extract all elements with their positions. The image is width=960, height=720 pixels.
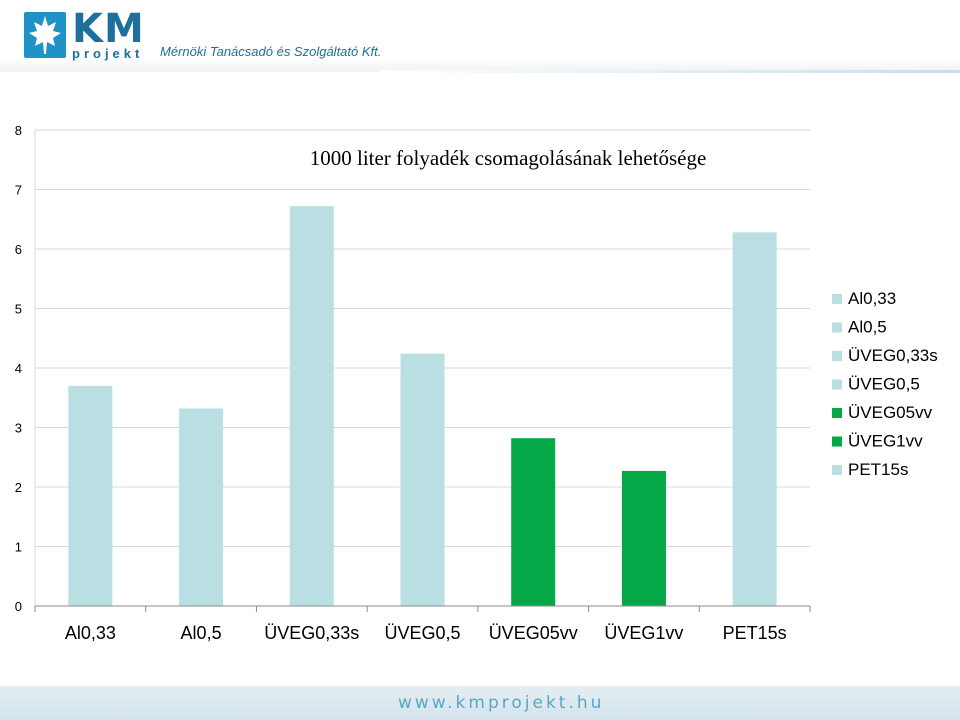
bar <box>400 353 445 606</box>
x-tick-label: Al0,33 <box>65 623 116 643</box>
footer-url: www.kmprojekt.hu <box>398 693 605 713</box>
legend-label: ÜVEG0,5 <box>848 375 920 394</box>
legend-swatch <box>832 379 842 390</box>
y-tick-label: 1 <box>15 540 22 555</box>
company-logo-subtext: projekt <box>72 46 144 61</box>
bar <box>732 232 777 606</box>
legend-label: PET15s <box>848 460 908 479</box>
y-tick-label: 8 <box>15 123 22 138</box>
x-axis <box>34 605 811 612</box>
company-tagline: Mérnöki Tanácsadó és Szolgáltató Kft. <box>160 44 382 59</box>
legend-label: ÜVEG0,33s <box>848 346 938 365</box>
y-tick-label: 0 <box>15 599 22 614</box>
y-tick-label: 7 <box>15 183 22 198</box>
x-tick-label: ÜVEG1vv <box>604 623 683 643</box>
legend-swatch <box>832 465 842 475</box>
company-logo-text: KM <box>72 6 145 52</box>
chart-title: 1000 liter folyadék csomagolásának lehet… <box>310 146 707 170</box>
legend-swatch <box>832 294 842 304</box>
y-tick-label: 4 <box>15 361 22 376</box>
legend-swatch <box>832 322 842 333</box>
x-tick-label: ÜVEG05vv <box>489 623 578 643</box>
bars <box>68 206 777 606</box>
legend: Al0,33 Al0,5 ÜVEG0,33s ÜVEG0,5 ÜVEG05vv ÜVEG1… <box>832 289 938 479</box>
header-banner: KM projekt Mérnöki Tanácsadó és Szolgált… <box>0 0 960 73</box>
bar <box>179 408 224 606</box>
y-tick-label: 3 <box>15 421 22 436</box>
legend-swatch <box>832 351 842 361</box>
x-tick-label: PET15s <box>723 623 787 643</box>
header-divider <box>380 70 960 73</box>
x-tick-label: Al0,5 <box>181 623 222 643</box>
legend-swatch <box>832 408 842 418</box>
bar <box>511 438 556 606</box>
x-tick-label: ÜVEG0,33s <box>264 623 359 643</box>
y-tick-label: 2 <box>15 480 22 495</box>
bar <box>68 385 113 606</box>
legend-label: ÜVEG05vv <box>848 403 933 422</box>
y-tick-label: 5 <box>15 302 22 317</box>
maple-leaf-logo-icon <box>24 12 66 58</box>
x-tick-label: ÜVEG0,5 <box>384 623 460 643</box>
footer-banner: www.kmprojekt.hu <box>0 686 960 720</box>
bar <box>621 470 666 606</box>
legend-swatch <box>832 436 842 447</box>
y-axis-ticks: 0 1 2 3 4 5 6 7 8 <box>15 123 22 614</box>
bar <box>289 206 334 606</box>
legend-label: Al0,33 <box>848 289 896 308</box>
x-axis-ticks: Al0,33 Al0,5 ÜVEG0,33s ÜVEG0,5 ÜVEG05vv ÜVEG1… <box>65 623 787 643</box>
legend-label: Al0,5 <box>848 318 887 337</box>
y-tick-label: 6 <box>15 242 22 257</box>
legend-label: ÜVEG1vv <box>848 432 923 451</box>
